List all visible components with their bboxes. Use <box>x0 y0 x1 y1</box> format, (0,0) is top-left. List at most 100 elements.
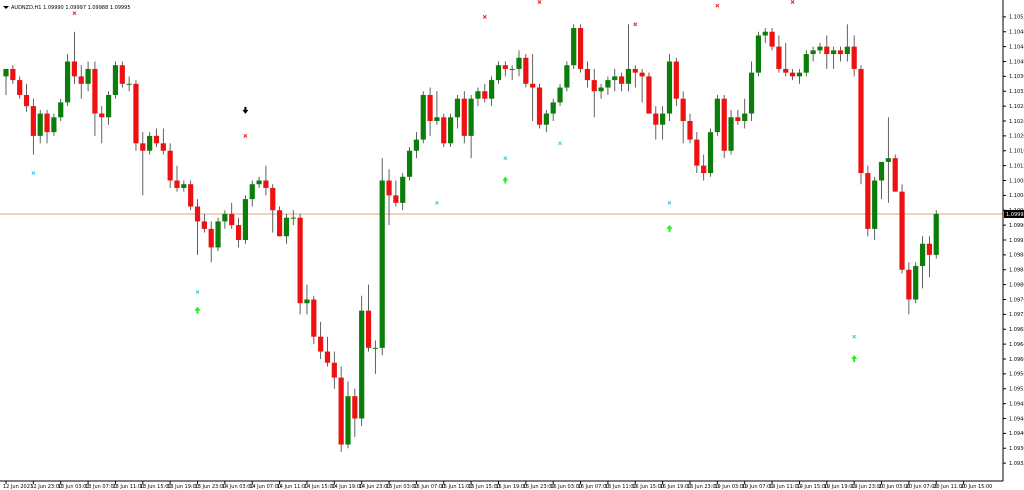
candle[interactable] <box>605 76 611 95</box>
candle[interactable] <box>10 65 16 84</box>
candle[interactable] <box>666 54 673 121</box>
candle[interactable] <box>277 206 283 237</box>
candle[interactable] <box>694 132 700 174</box>
candle[interactable] <box>3 68 9 95</box>
candle[interactable] <box>99 106 105 144</box>
candle[interactable] <box>824 35 830 69</box>
candle[interactable] <box>17 76 23 99</box>
candle[interactable] <box>106 91 112 125</box>
candle[interactable] <box>393 180 399 207</box>
candle[interactable] <box>58 98 64 121</box>
candle[interactable] <box>352 388 358 438</box>
candle[interactable] <box>687 113 693 144</box>
candle[interactable] <box>160 128 166 155</box>
candle[interactable] <box>571 24 577 69</box>
candle[interactable] <box>502 61 508 77</box>
candle[interactable] <box>413 132 419 159</box>
triangle-down-icon[interactable] <box>3 6 9 9</box>
candle[interactable] <box>318 321 324 359</box>
candle[interactable] <box>796 68 803 84</box>
candle[interactable] <box>489 76 495 107</box>
candle[interactable] <box>23 83 30 112</box>
candle[interactable] <box>728 109 734 155</box>
candle[interactable] <box>707 128 714 177</box>
candle[interactable] <box>201 213 207 233</box>
candle[interactable] <box>112 61 119 99</box>
candle[interactable] <box>865 165 871 237</box>
candle[interactable] <box>810 46 816 62</box>
candle[interactable] <box>359 295 365 426</box>
candle[interactable] <box>790 68 796 81</box>
candle[interactable] <box>290 210 296 226</box>
candle[interactable] <box>858 65 864 185</box>
candle[interactable] <box>249 180 255 207</box>
candle[interactable] <box>365 284 372 352</box>
candle[interactable] <box>229 202 235 229</box>
candle[interactable] <box>119 61 125 88</box>
candle[interactable] <box>64 54 71 107</box>
candle[interactable] <box>653 106 659 140</box>
candle[interactable] <box>831 46 837 69</box>
candle[interactable] <box>755 31 761 77</box>
candle[interactable] <box>926 236 932 278</box>
candle[interactable] <box>919 236 926 289</box>
candle[interactable] <box>885 117 891 203</box>
candle[interactable] <box>153 128 160 148</box>
candle[interactable] <box>769 28 775 51</box>
candle[interactable] <box>386 169 392 226</box>
candle[interactable] <box>92 61 98 136</box>
candle[interactable] <box>646 72 652 114</box>
candle[interactable] <box>906 262 912 315</box>
candle[interactable] <box>263 165 269 196</box>
candle[interactable] <box>509 65 515 81</box>
candle[interactable] <box>543 109 549 133</box>
candle[interactable] <box>283 213 290 244</box>
candle[interactable] <box>639 68 645 103</box>
candle[interactable] <box>147 132 153 155</box>
candle[interactable] <box>878 161 885 200</box>
candle[interactable] <box>44 109 50 144</box>
candle[interactable] <box>762 28 768 43</box>
candle[interactable] <box>174 165 180 192</box>
candle[interactable] <box>297 213 303 315</box>
candle[interactable] <box>379 158 385 356</box>
candle[interactable] <box>441 113 447 148</box>
candle[interactable] <box>468 94 474 159</box>
candle[interactable] <box>714 94 720 136</box>
candle[interactable] <box>495 61 502 84</box>
candle[interactable] <box>516 50 522 77</box>
candle[interactable] <box>550 98 556 121</box>
candle[interactable] <box>126 76 132 92</box>
candle[interactable] <box>530 54 536 121</box>
candle[interactable] <box>85 61 91 92</box>
candle[interactable] <box>748 61 755 122</box>
candle[interactable] <box>167 143 173 188</box>
candle[interactable] <box>406 147 413 181</box>
candle[interactable] <box>324 336 331 367</box>
candle[interactable] <box>783 42 789 77</box>
candle[interactable] <box>536 83 543 129</box>
candle[interactable] <box>803 50 809 77</box>
candle[interactable] <box>30 98 36 155</box>
candle[interactable] <box>701 154 707 181</box>
candle[interactable] <box>235 217 242 248</box>
candle[interactable] <box>140 132 146 196</box>
candle[interactable] <box>461 91 467 144</box>
candle[interactable] <box>482 83 488 103</box>
candle[interactable] <box>632 65 638 88</box>
candle[interactable] <box>181 180 187 192</box>
candle[interactable] <box>933 210 939 259</box>
candle[interactable] <box>448 113 454 148</box>
candle[interactable] <box>680 91 686 144</box>
candle[interactable] <box>475 87 481 107</box>
candle[interactable] <box>776 35 782 73</box>
candle[interactable] <box>899 184 905 274</box>
candle[interactable] <box>584 61 590 88</box>
candle[interactable] <box>420 91 426 144</box>
candle[interactable] <box>400 173 406 211</box>
candle[interactable] <box>619 72 625 92</box>
candle[interactable] <box>851 35 857 77</box>
candle[interactable] <box>591 68 597 118</box>
candle[interactable] <box>345 381 351 449</box>
